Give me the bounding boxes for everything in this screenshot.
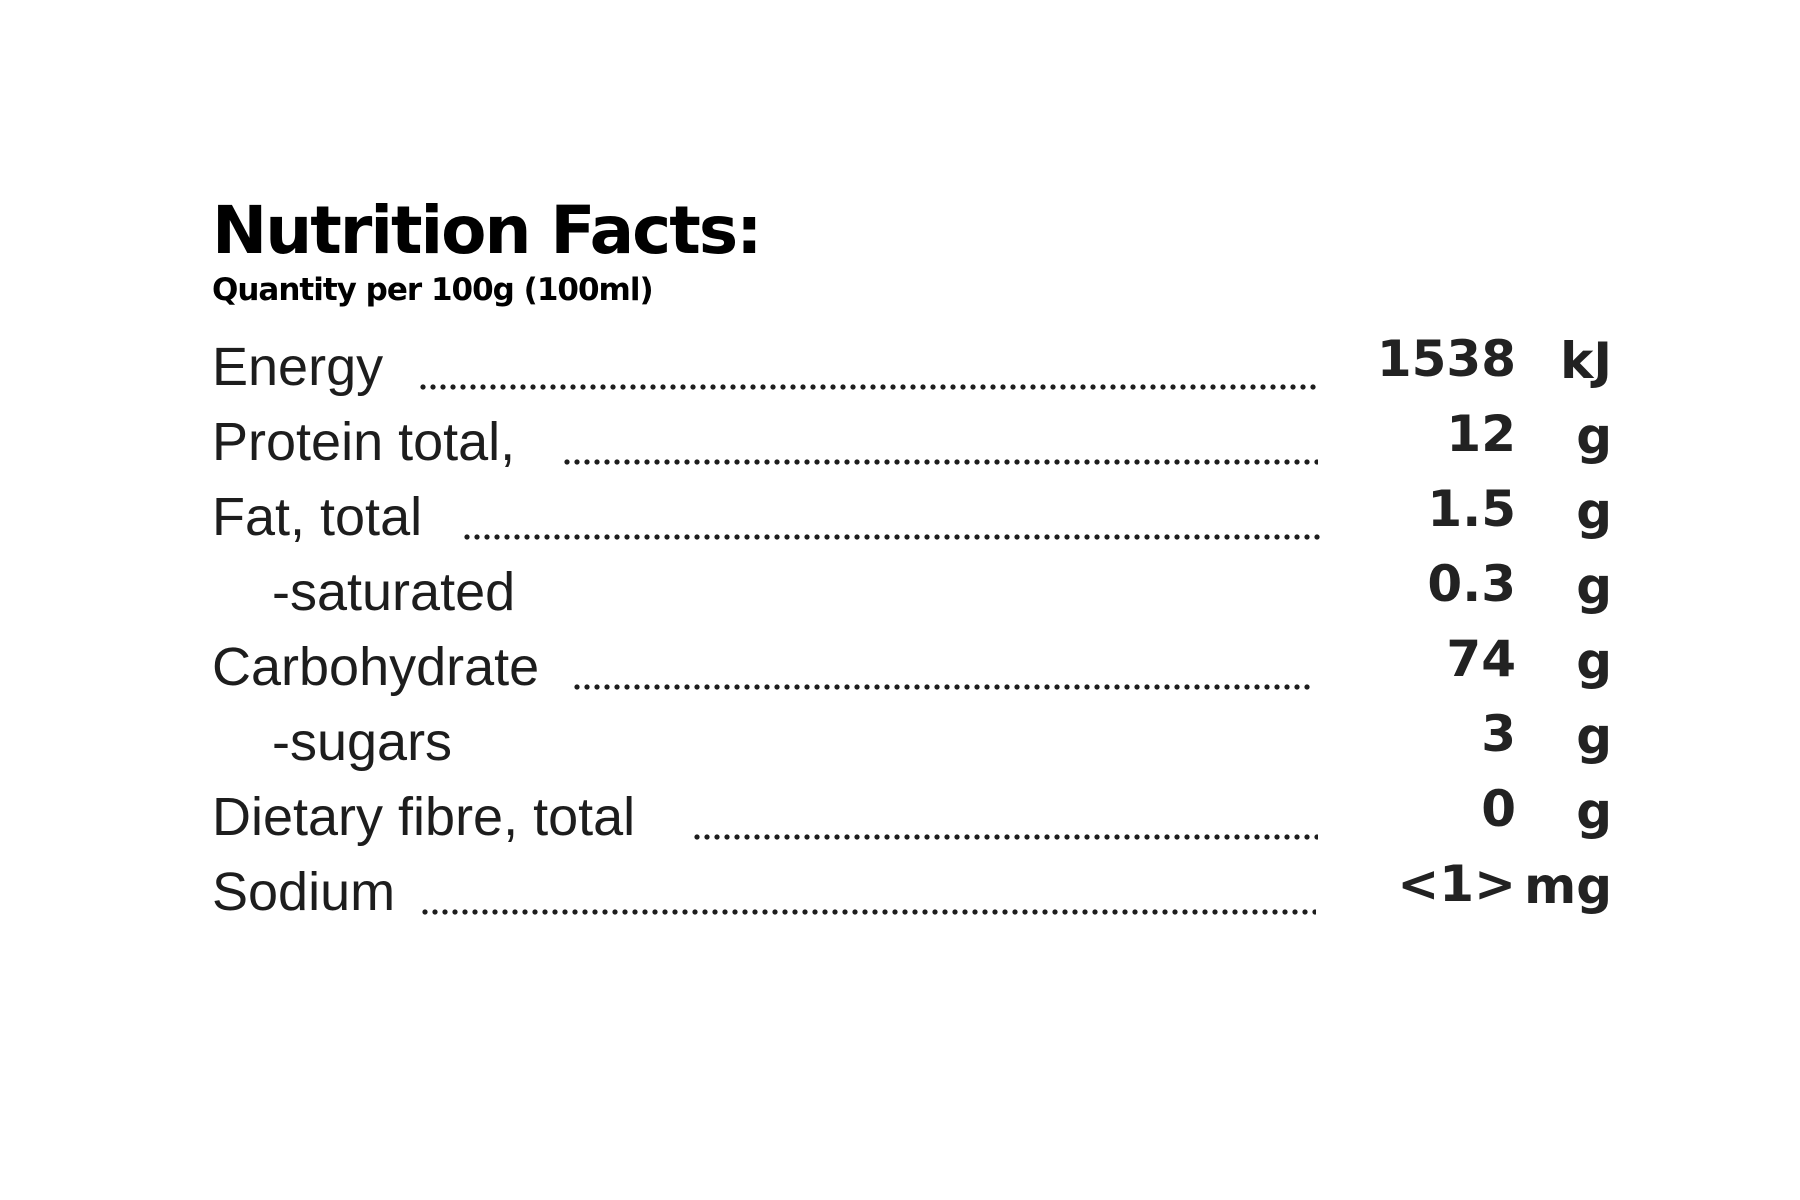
quantity-subtitle: Quantity per 100g (100ml) xyxy=(212,270,1612,310)
nutrient-label: Dietary fibre, total xyxy=(212,780,635,855)
nutrient-row-fat: Fat, total 1.5 g xyxy=(212,480,1612,555)
nutrition-facts-panel: Nutrition Facts: Quantity per 100g (100m… xyxy=(212,192,1612,930)
nutrient-value: 0.3 xyxy=(1296,547,1516,622)
nutrient-row-carbohydrate: Carbohydrate 74 g xyxy=(212,630,1612,705)
dot-leader xyxy=(562,459,1318,465)
nutrient-row-dietary-fibre: Dietary fibre, total 0 g xyxy=(212,780,1612,855)
nutrient-unit: g xyxy=(1522,699,1612,774)
nutrient-row-sugars: -sugars 3 g xyxy=(212,705,1612,780)
dot-leader xyxy=(692,834,1318,840)
nutrient-unit: kJ xyxy=(1522,324,1612,399)
nutrient-value: 0 xyxy=(1296,772,1516,847)
nutrient-label: Carbohydrate xyxy=(212,630,539,705)
nutrient-value: 1.5 xyxy=(1296,472,1516,547)
dot-leader xyxy=(418,384,1316,390)
nutrient-label: Protein total, xyxy=(212,405,515,480)
nutrient-unit: mg xyxy=(1522,849,1612,924)
nutrient-label: Sodium xyxy=(212,855,395,930)
nutrient-value: 3 xyxy=(1296,697,1516,772)
nutrient-row-energy: Energy 1538 kJ xyxy=(212,330,1612,405)
nutrient-label: -saturated xyxy=(272,555,515,630)
nutrient-unit: g xyxy=(1522,474,1612,549)
nutrient-unit: g xyxy=(1522,399,1612,474)
nutrient-row-saturated: -saturated 0.3 g xyxy=(212,555,1612,630)
dot-leader xyxy=(572,684,1314,690)
nutrient-unit: g xyxy=(1522,624,1612,699)
nutrient-label: Energy xyxy=(212,330,383,405)
nutrient-row-protein: Protein total, 12 g xyxy=(212,405,1612,480)
nutrient-value: 74 xyxy=(1296,622,1516,697)
nutrient-unit: g xyxy=(1522,549,1612,624)
nutrient-label: -sugars xyxy=(272,705,452,780)
nutrient-value: 1538 xyxy=(1296,322,1516,397)
nutrition-title: Nutrition Facts: xyxy=(212,192,1612,270)
nutrient-unit: g xyxy=(1522,774,1612,849)
nutrient-list: Energy 1538 kJ Protein total, 12 g Fat, … xyxy=(212,330,1612,930)
nutrient-value: <1> xyxy=(1296,847,1516,922)
nutrient-label: Fat, total xyxy=(212,480,422,555)
nutrient-value: 12 xyxy=(1296,397,1516,472)
nutrient-row-sodium: Sodium <1> mg xyxy=(212,855,1612,930)
dot-leader xyxy=(420,909,1316,915)
dot-leader xyxy=(462,534,1320,540)
